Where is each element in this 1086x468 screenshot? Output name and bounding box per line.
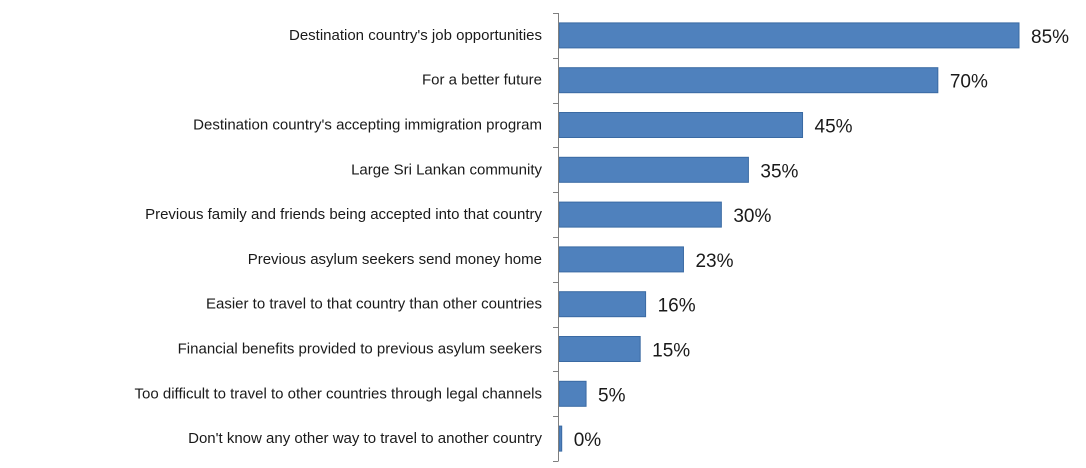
bars-layer xyxy=(558,22,1020,452)
bar xyxy=(558,291,647,318)
bar xyxy=(558,67,939,94)
bar xyxy=(558,246,684,273)
bar xyxy=(558,336,641,362)
value-label: 85% xyxy=(1031,27,1069,48)
category-label: Large Sri Lankan community xyxy=(351,161,542,178)
category-label: Previous asylum seekers send money home xyxy=(248,251,542,268)
bar xyxy=(558,112,804,138)
category-label: For a better future xyxy=(422,72,542,89)
category-label: Destination country's job opportunities xyxy=(289,27,542,44)
category-label: Easier to travel to that country than ot… xyxy=(206,296,542,313)
value-label: 35% xyxy=(760,161,798,182)
bar xyxy=(558,201,722,228)
value-label: 15% xyxy=(652,341,690,362)
value-label: 70% xyxy=(950,72,988,93)
value-label: 45% xyxy=(815,117,853,138)
category-labels: Destination country's job opportunities F… xyxy=(135,27,543,447)
bar xyxy=(558,22,1020,49)
category-label: Don't know any other way to travel to an… xyxy=(188,430,542,447)
axis-ticks xyxy=(553,13,559,462)
category-label: Previous family and friends being accept… xyxy=(145,206,542,223)
category-label: Financial benefits provided to previous … xyxy=(178,341,542,358)
value-label: 0% xyxy=(574,430,602,451)
value-label: 30% xyxy=(733,206,771,227)
bar xyxy=(558,380,587,407)
category-label: Too difficult to travel to other countri… xyxy=(135,385,542,402)
value-label: 23% xyxy=(695,251,733,272)
bar xyxy=(558,425,563,452)
value-label: 16% xyxy=(658,296,696,317)
value-label: 5% xyxy=(598,385,626,406)
category-label: Destination country's accepting immigrat… xyxy=(193,117,542,134)
bar xyxy=(558,156,749,183)
value-labels: 85% 70% 45% 35% 30% 23% 16% 15% 5% 0% xyxy=(574,27,1069,451)
